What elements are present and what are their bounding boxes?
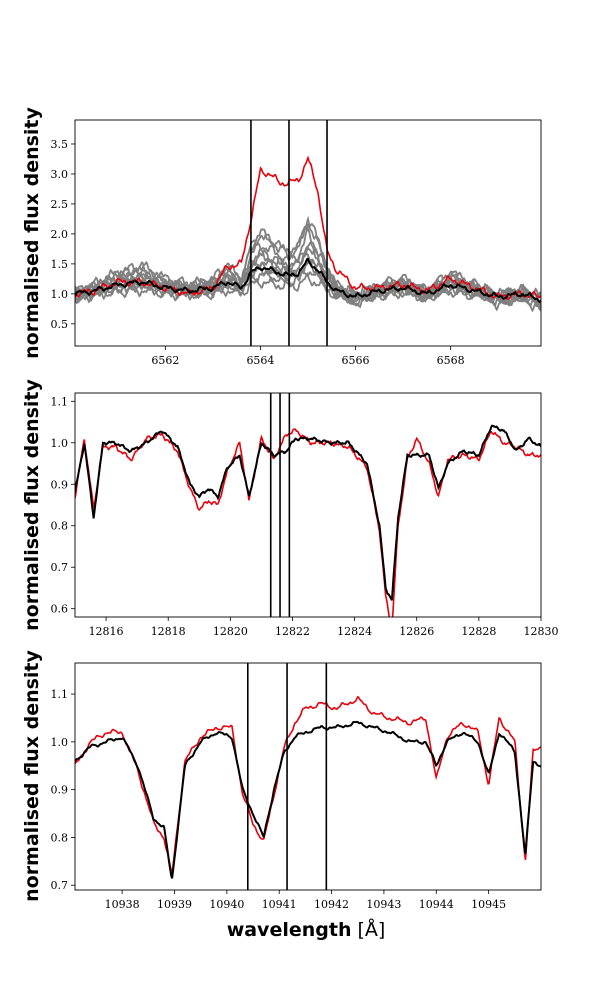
x-tick-label: 12822: [275, 625, 310, 638]
x-tick-label: 6564: [246, 354, 274, 367]
black-series-line: [75, 258, 541, 303]
x-tick-label: 12824: [337, 625, 372, 638]
y-axis-label: normalised flux density: [21, 378, 43, 630]
grey-series-line: [75, 268, 541, 303]
y-tick-label: 1.5: [51, 258, 69, 271]
x-tick-label: 6568: [437, 354, 465, 367]
axes-frame: [74, 392, 542, 618]
x-tick-label: 12826: [399, 625, 434, 638]
x-tick-label: 6566: [342, 354, 370, 367]
x-tick-label: 10944: [419, 898, 454, 911]
panel-10941: 10938 10939 10940 10941 10942 10943 10944 10945…: [21, 649, 542, 911]
x-tick-label: 10945: [471, 898, 506, 911]
y-axis-label: normalised flux density: [21, 649, 43, 901]
black-series-line: [75, 424, 541, 601]
y-tick-label: 0.9: [51, 784, 69, 797]
x-tick-label: 12818: [151, 625, 186, 638]
red-series-line: [75, 428, 541, 617]
x-tick-label: 10939: [157, 898, 192, 911]
y-tick-label: 0.5: [51, 318, 69, 331]
y-tick-label: 1.0: [51, 736, 69, 749]
y-axis-label: normalised flux density: [21, 106, 43, 358]
x-tick-label: 12830: [524, 625, 559, 638]
red-series-line: [75, 695, 541, 875]
grey-series-line: [75, 215, 541, 313]
y-tick-label: 0.7: [51, 879, 69, 892]
y-tick-label: 0.8: [51, 831, 69, 844]
x-tick-label: 6562: [151, 354, 179, 367]
x-tick-label: 12816: [89, 625, 124, 638]
x-tick-label: 12828: [461, 625, 496, 638]
y-tick-label: 1.1: [51, 688, 69, 701]
x-axis-label-unit: [Å]: [357, 918, 385, 941]
y-tick-label: 2.5: [51, 198, 69, 211]
axes-frame: [74, 119, 542, 347]
x-tick-label: 10938: [105, 898, 140, 911]
black-series-line: [75, 720, 541, 879]
y-tick-label: 0.8: [51, 520, 69, 533]
x-tick-label: 12820: [213, 625, 248, 638]
x-tick-label: 10942: [314, 898, 349, 911]
x-tick-label: 10941: [262, 898, 297, 911]
y-tick-label: 1.0: [51, 288, 69, 301]
panel-12821: 12816 12818 12820 12822 12824 12826 12828 12830…: [21, 378, 559, 638]
y-tick-label: 3.5: [51, 138, 69, 151]
x-axis-label: wavelength [Å]: [227, 918, 386, 941]
y-tick-label: 1.0: [51, 437, 69, 450]
plot-area: [75, 695, 541, 879]
red-series-line: [75, 155, 541, 301]
x-axis-label-word: wavelength: [227, 919, 352, 941]
plot-area: [75, 424, 541, 617]
axes-frame: [74, 662, 542, 891]
y-tick-label: 3.0: [51, 168, 69, 181]
y-tick-label: 2.0: [51, 228, 69, 241]
x-tick-label: 10940: [209, 898, 244, 911]
y-tick-label: 0.9: [51, 478, 69, 491]
plot-area: [75, 155, 541, 313]
y-tick-label: 0.6: [51, 603, 69, 616]
x-tick-label: 10943: [366, 898, 401, 911]
y-tick-label: 1.1: [51, 395, 69, 408]
y-tick-label: 0.7: [51, 561, 69, 574]
panel-halpha: 6562 6564 6566 6568 0.5 1.0 1.5 2.0 2.5 3.0 3.5 nor…: [21, 106, 542, 367]
